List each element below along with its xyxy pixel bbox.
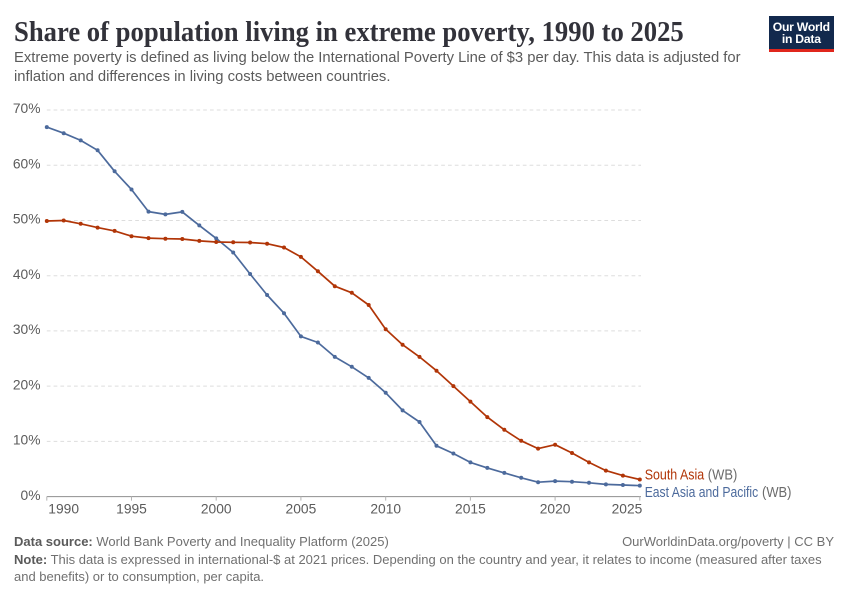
- svg-text:2000: 2000: [201, 502, 232, 517]
- svg-text:East Asia and Pacific: East Asia and Pacific: [645, 485, 759, 501]
- svg-text:South Asia: South Asia: [645, 467, 705, 483]
- svg-text:2010: 2010: [370, 502, 401, 517]
- svg-text:20%: 20%: [13, 377, 41, 392]
- svg-text:30%: 30%: [13, 322, 41, 337]
- svg-text:2005: 2005: [286, 502, 317, 517]
- svg-text:(WB): (WB): [762, 485, 792, 501]
- svg-text:40%: 40%: [13, 267, 41, 282]
- svg-text:50%: 50%: [13, 212, 41, 227]
- svg-text:(WB): (WB): [708, 467, 738, 483]
- svg-text:1990: 1990: [48, 502, 79, 517]
- svg-text:2020: 2020: [540, 502, 571, 517]
- svg-text:2015: 2015: [455, 502, 486, 517]
- svg-text:10%: 10%: [13, 433, 41, 448]
- svg-text:2025: 2025: [612, 502, 643, 517]
- svg-text:60%: 60%: [13, 156, 41, 171]
- svg-text:70%: 70%: [13, 101, 41, 116]
- svg-text:0%: 0%: [21, 488, 41, 503]
- svg-text:1995: 1995: [116, 502, 147, 517]
